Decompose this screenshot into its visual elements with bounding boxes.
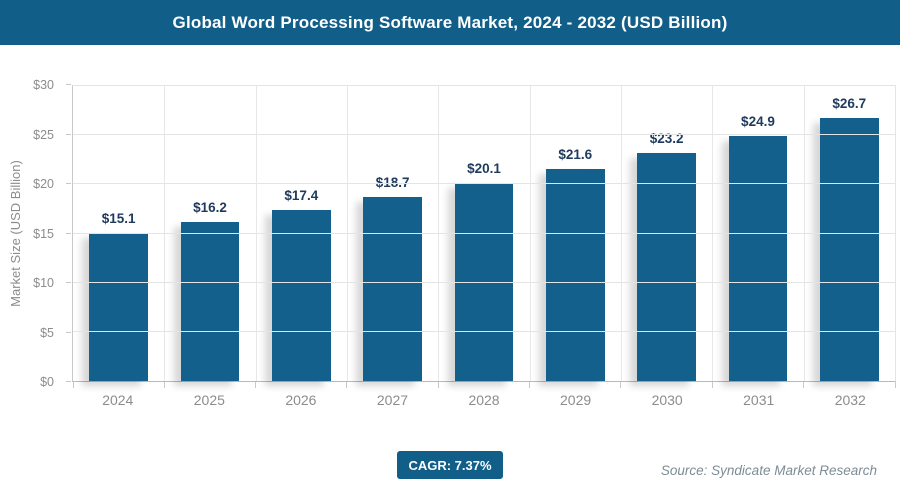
bar-2031: $24.9 [728,114,788,381]
v-gridline [803,86,805,381]
y-tick-mark [66,84,71,85]
x-axis-label-2025: 2025 [193,392,225,408]
bar-column-2024: $15.1 [73,86,164,381]
bar-2026: $17.4 [272,188,331,381]
x-tick-mark [255,382,257,388]
bar-value-label: $20.1 [467,161,501,177]
y-tick-label: $15 [33,226,54,241]
cagr-badge: CAGR: 7.37% [397,451,503,479]
bar-column-2027: $18.7 [347,86,438,381]
y-tick-mark [66,381,71,382]
y-tick-label: $30 [33,78,54,92]
h-gridline [73,232,895,234]
bar-2029: $21.6 [546,147,605,381]
bar-value-label: $17.4 [284,187,319,203]
x-tick-mark [437,382,439,388]
y-tick-label: $5 [40,325,54,340]
y-tick-mark [66,133,71,135]
x-axis-label-2030: 2030 [651,392,683,408]
y-tick-label: $25 [33,127,54,142]
h-gridline [73,330,895,332]
bar-column-2030: $23.2 [621,86,712,381]
v-gridline [164,86,166,381]
y-tick-mark [66,282,71,283]
x-axis-label-2031: 2031 [743,392,775,408]
bar-value-label: $26.7 [832,96,867,112]
bars-container: $15.1 $16.2 $17.4 $18.7 $20.1 $21.6 $23.2 $24.9… [73,86,895,381]
bar-value-label: $24.9 [741,114,775,130]
y-tick-label: $10 [33,276,54,290]
source-text: Source: Syndicate Market Research [660,463,877,478]
bar-column-2029: $21.6 [530,86,621,381]
bar-value-label: $15.1 [101,210,136,226]
x-axis-label-2032: 2032 [834,392,866,408]
x-tick-mark [894,382,896,388]
x-axis-label-2028: 2028 [468,392,500,408]
x-axis-label-2027: 2027 [376,392,409,408]
bar-column-2032: $26.7 [804,86,895,381]
bar-column-2028: $20.1 [438,86,529,381]
plot-area: $15.1 $16.2 $17.4 $18.7 $20.1 $21.6 $23.2 $24.9… [72,85,896,388]
h-gridline [73,134,895,136]
bar-column-2025: $16.2 [164,86,255,381]
bar-2030: $23.2 [637,131,696,381]
bar-column-2031: $24.9 [712,86,803,381]
v-gridline [620,86,622,381]
v-gridline [255,86,257,381]
bar-2032: $26.7 [820,96,879,381]
chart-title: Global Word Processing Software Market, … [172,12,728,32]
bar-value-label: $16.2 [193,199,227,215]
x-axis-label-2029: 2029 [560,392,592,408]
x-axis-label-2024: 2024 [102,392,134,408]
x-axis-labels: 2024 2025 2026 2027 2028 2029 2030 2031 2032 [72,392,896,408]
v-gridline [712,86,714,381]
h-gridline [73,281,895,283]
cagr-label: CAGR: 7.37% [408,457,492,473]
x-axis-label-2026: 2026 [285,392,317,408]
x-tick-mark [72,382,74,388]
bar-value-label: $21.6 [558,146,593,162]
y-tick-label: $0 [40,375,54,389]
x-tick-mark [803,382,805,388]
x-tick-mark [346,382,348,388]
x-tick-mark [620,382,622,388]
v-gridline [346,86,348,381]
y-axis: $0 $5 $10 $15 $20 $25 $30 [0,78,71,389]
y-tick-label: $20 [33,177,54,191]
x-tick-mark [163,382,165,388]
bar-2027: $18.7 [363,175,422,381]
x-tick-mark [711,382,713,388]
y-tick-mark [66,183,71,184]
chart-title-bar: Global Word Processing Software Market, … [0,0,900,45]
bar-2025: $16.2 [180,200,240,381]
bar-value-label: $18.7 [375,175,410,191]
bar-2024: $15.1 [89,211,148,381]
bar-value-label: $23.2 [649,130,684,146]
y-tick-mark [66,232,71,234]
v-gridline [438,86,440,381]
v-gridline [529,86,531,381]
bar-column-2026: $17.4 [256,86,347,381]
x-tick-mark [529,382,531,388]
y-tick-mark [66,331,71,333]
h-gridline [73,183,895,185]
